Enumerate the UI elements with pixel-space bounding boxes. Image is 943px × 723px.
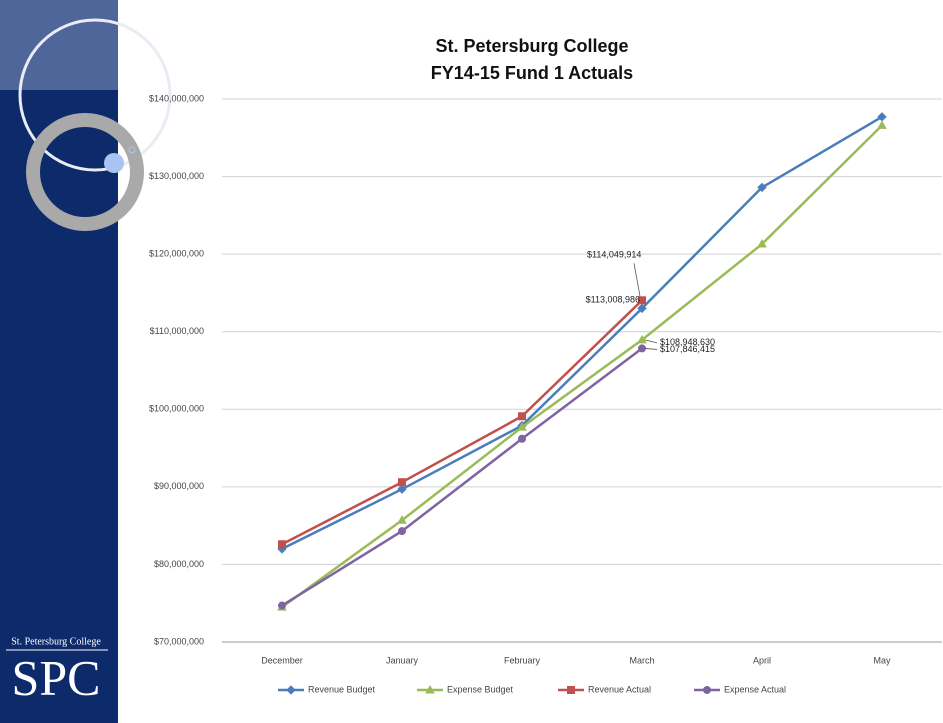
leader-line bbox=[633, 263, 641, 297]
logo: SPC bbox=[12, 649, 101, 705]
marker bbox=[517, 422, 527, 431]
x-tick-label: January bbox=[386, 655, 419, 665]
series-line bbox=[281, 299, 643, 546]
y-tick-label: $100,000,000 bbox=[149, 404, 204, 414]
legend-label: Expense Actual bbox=[724, 684, 786, 694]
leader-line bbox=[644, 348, 658, 350]
college-name: St. Petersburg College bbox=[11, 636, 101, 647]
y-tick-label: $120,000,000 bbox=[149, 249, 204, 259]
legend-label: Revenue Actual bbox=[588, 684, 651, 694]
marker bbox=[757, 239, 767, 248]
series-line bbox=[281, 347, 643, 607]
marker bbox=[278, 601, 286, 610]
marker bbox=[398, 527, 406, 536]
x-tick-label: May bbox=[873, 655, 891, 665]
marker bbox=[397, 484, 407, 494]
marker bbox=[425, 684, 435, 694]
data-label: $108,948,630 bbox=[660, 337, 715, 347]
data-label: $114,049,914 bbox=[587, 250, 641, 260]
y-tick-label: $140,000,000 bbox=[149, 93, 204, 103]
x-tick-label: March bbox=[629, 655, 654, 665]
marker bbox=[637, 303, 647, 314]
chart-title: St. Petersburg College bbox=[435, 36, 628, 56]
legend-label: Expense Budget bbox=[447, 684, 514, 694]
marker bbox=[278, 540, 286, 549]
legend-label: Revenue Budget bbox=[308, 684, 376, 694]
marker bbox=[397, 515, 407, 524]
series-line bbox=[281, 115, 883, 551]
sidebar bbox=[0, 0, 118, 723]
chart-subtitle: FY14-15 Fund 1 Actuals bbox=[431, 63, 633, 83]
marker bbox=[567, 686, 575, 694]
y-tick-label: $110,000,000 bbox=[150, 326, 204, 336]
y-tick-label: $90,000,000 bbox=[154, 481, 204, 491]
leader-line bbox=[644, 339, 658, 344]
marker bbox=[757, 182, 767, 193]
marker bbox=[518, 434, 526, 443]
x-tick-label: February bbox=[504, 655, 541, 665]
x-tick-label: April bbox=[753, 655, 771, 665]
y-tick-label: $80,000,000 bbox=[154, 559, 204, 569]
decor-dot bbox=[104, 153, 124, 173]
data-label: $107,846,415 bbox=[660, 344, 715, 354]
marker bbox=[518, 412, 526, 421]
marker bbox=[637, 334, 647, 344]
data-label: $113,008,986 bbox=[586, 295, 640, 305]
marker bbox=[286, 685, 296, 695]
marker bbox=[638, 296, 646, 305]
decor-ring bbox=[26, 113, 144, 231]
marker bbox=[638, 344, 646, 353]
marker bbox=[703, 686, 711, 694]
x-tick-label: December bbox=[261, 655, 303, 665]
y-tick-label: $70,000,000 bbox=[154, 636, 204, 646]
series-line bbox=[281, 124, 883, 609]
decor-dot bbox=[128, 146, 136, 154]
sidebar-accent bbox=[0, 0, 118, 90]
decor-ring bbox=[18, 18, 172, 172]
y-tick-label: $130,000,000 bbox=[149, 171, 204, 181]
marker bbox=[398, 478, 406, 487]
marker bbox=[877, 120, 887, 129]
